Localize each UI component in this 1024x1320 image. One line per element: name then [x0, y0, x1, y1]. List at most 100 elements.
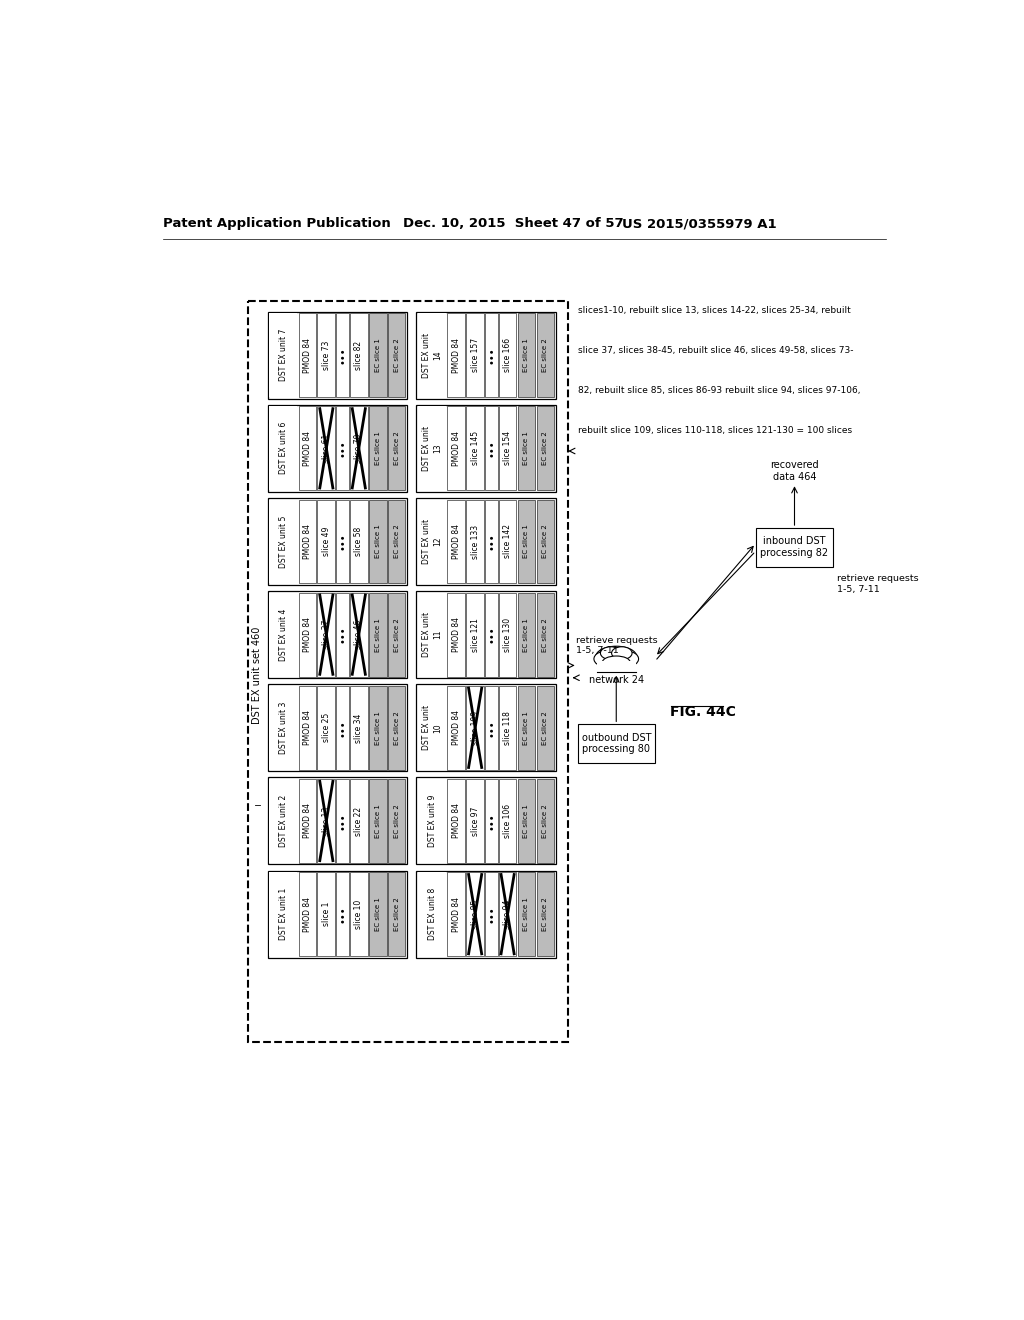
Text: EC slice 2: EC slice 2 — [393, 898, 399, 931]
Text: DST EX unit 7: DST EX unit 7 — [279, 329, 288, 381]
Text: EC slice 2: EC slice 2 — [393, 804, 399, 838]
FancyBboxPatch shape — [537, 873, 554, 956]
Text: PMOD 84: PMOD 84 — [303, 430, 312, 466]
FancyBboxPatch shape — [317, 686, 335, 770]
Text: •••: ••• — [486, 346, 497, 364]
Text: EC slice 1: EC slice 1 — [375, 338, 381, 372]
Text: PMOD 84: PMOD 84 — [303, 804, 312, 838]
FancyBboxPatch shape — [299, 499, 316, 583]
FancyBboxPatch shape — [317, 313, 335, 397]
FancyBboxPatch shape — [369, 313, 386, 397]
Text: PMOD 84: PMOD 84 — [303, 618, 312, 652]
Text: slice 157: slice 157 — [471, 338, 479, 372]
Text: PMOD 84: PMOD 84 — [452, 710, 461, 746]
FancyBboxPatch shape — [517, 686, 536, 770]
Text: slice 61: slice 61 — [322, 434, 331, 463]
FancyBboxPatch shape — [388, 313, 406, 397]
FancyBboxPatch shape — [517, 313, 536, 397]
FancyBboxPatch shape — [485, 873, 498, 956]
FancyBboxPatch shape — [269, 779, 297, 863]
Text: EC slice 1: EC slice 1 — [523, 524, 529, 558]
FancyBboxPatch shape — [418, 593, 446, 677]
FancyBboxPatch shape — [267, 312, 407, 399]
FancyBboxPatch shape — [369, 499, 386, 583]
FancyBboxPatch shape — [350, 593, 368, 677]
Text: outbound DST
processing 80: outbound DST processing 80 — [582, 733, 651, 755]
Text: EC slice 1: EC slice 1 — [523, 338, 529, 372]
Text: slice 13: slice 13 — [322, 807, 331, 836]
Text: slice 109: slice 109 — [471, 710, 479, 744]
FancyBboxPatch shape — [350, 313, 368, 397]
Text: EC slice 2: EC slice 2 — [393, 524, 399, 558]
FancyBboxPatch shape — [299, 779, 316, 863]
Text: slice 49: slice 49 — [322, 527, 331, 556]
Text: •••: ••• — [486, 533, 497, 550]
FancyBboxPatch shape — [267, 871, 407, 958]
FancyBboxPatch shape — [756, 528, 834, 566]
FancyBboxPatch shape — [350, 499, 368, 583]
Ellipse shape — [600, 647, 621, 660]
Text: slice 118: slice 118 — [503, 711, 512, 744]
Text: EC slice 1: EC slice 1 — [523, 432, 529, 465]
Text: EC slice 2: EC slice 2 — [393, 338, 399, 372]
FancyBboxPatch shape — [466, 593, 484, 677]
Text: EC slice 1: EC slice 1 — [375, 432, 381, 465]
FancyBboxPatch shape — [336, 499, 349, 583]
Text: Dec. 10, 2015  Sheet 47 of 57: Dec. 10, 2015 Sheet 47 of 57 — [403, 218, 624, 231]
FancyBboxPatch shape — [578, 725, 655, 763]
Text: slice 130: slice 130 — [503, 618, 512, 652]
FancyBboxPatch shape — [269, 873, 297, 956]
Text: slice 133: slice 133 — [471, 524, 479, 558]
Text: DST EX unit 9: DST EX unit 9 — [428, 795, 436, 847]
FancyBboxPatch shape — [267, 684, 407, 771]
Text: •••: ••• — [338, 906, 347, 923]
Text: •••: ••• — [338, 812, 347, 830]
FancyBboxPatch shape — [597, 661, 636, 672]
Ellipse shape — [596, 647, 637, 667]
Text: PMOD 84: PMOD 84 — [303, 896, 312, 932]
Text: slice 106: slice 106 — [503, 804, 512, 838]
Text: •••: ••• — [338, 346, 347, 364]
FancyBboxPatch shape — [336, 313, 349, 397]
Text: slice 73: slice 73 — [322, 341, 331, 370]
Text: EC slice 2: EC slice 2 — [543, 524, 549, 558]
FancyBboxPatch shape — [537, 779, 554, 863]
FancyBboxPatch shape — [485, 686, 498, 770]
FancyBboxPatch shape — [269, 313, 297, 397]
FancyBboxPatch shape — [517, 499, 536, 583]
FancyBboxPatch shape — [418, 313, 446, 397]
Text: EC slice 1: EC slice 1 — [523, 618, 529, 652]
FancyBboxPatch shape — [499, 873, 516, 956]
Text: US 2015/0355979 A1: US 2015/0355979 A1 — [623, 218, 777, 231]
FancyBboxPatch shape — [466, 407, 484, 490]
FancyBboxPatch shape — [447, 593, 465, 677]
Text: •••: ••• — [486, 906, 497, 923]
Text: PMOD 84: PMOD 84 — [452, 430, 461, 466]
Text: DST EX unit 4: DST EX unit 4 — [279, 609, 288, 661]
Text: •••: ••• — [486, 812, 497, 830]
FancyBboxPatch shape — [499, 779, 516, 863]
Text: PMOD 84: PMOD 84 — [303, 338, 312, 372]
Ellipse shape — [594, 651, 616, 667]
FancyBboxPatch shape — [418, 499, 446, 583]
Text: EC slice 2: EC slice 2 — [543, 898, 549, 931]
Text: EC slice 2: EC slice 2 — [543, 338, 549, 372]
Text: DST EX unit 5: DST EX unit 5 — [279, 515, 288, 568]
Text: slice 10: slice 10 — [354, 899, 364, 929]
FancyBboxPatch shape — [317, 873, 335, 956]
FancyBboxPatch shape — [299, 873, 316, 956]
Text: •••: ••• — [486, 626, 497, 643]
FancyBboxPatch shape — [417, 591, 556, 678]
Text: EC slice 1: EC slice 1 — [375, 524, 381, 558]
FancyBboxPatch shape — [447, 779, 465, 863]
Text: •••: ••• — [338, 719, 347, 737]
Text: slice 154: slice 154 — [503, 432, 512, 466]
Text: retrieve requests
1-5, 7-11: retrieve requests 1-5, 7-11 — [838, 574, 919, 594]
FancyBboxPatch shape — [269, 686, 297, 770]
FancyBboxPatch shape — [537, 407, 554, 490]
Text: DST EX unit 2: DST EX unit 2 — [279, 795, 288, 847]
FancyBboxPatch shape — [417, 498, 556, 585]
Text: rebuilt slice 109, slices 110-118, slices 121-130 = 100 slices: rebuilt slice 109, slices 110-118, slice… — [578, 426, 852, 436]
FancyBboxPatch shape — [517, 593, 536, 677]
Text: slice 70: slice 70 — [354, 433, 364, 463]
